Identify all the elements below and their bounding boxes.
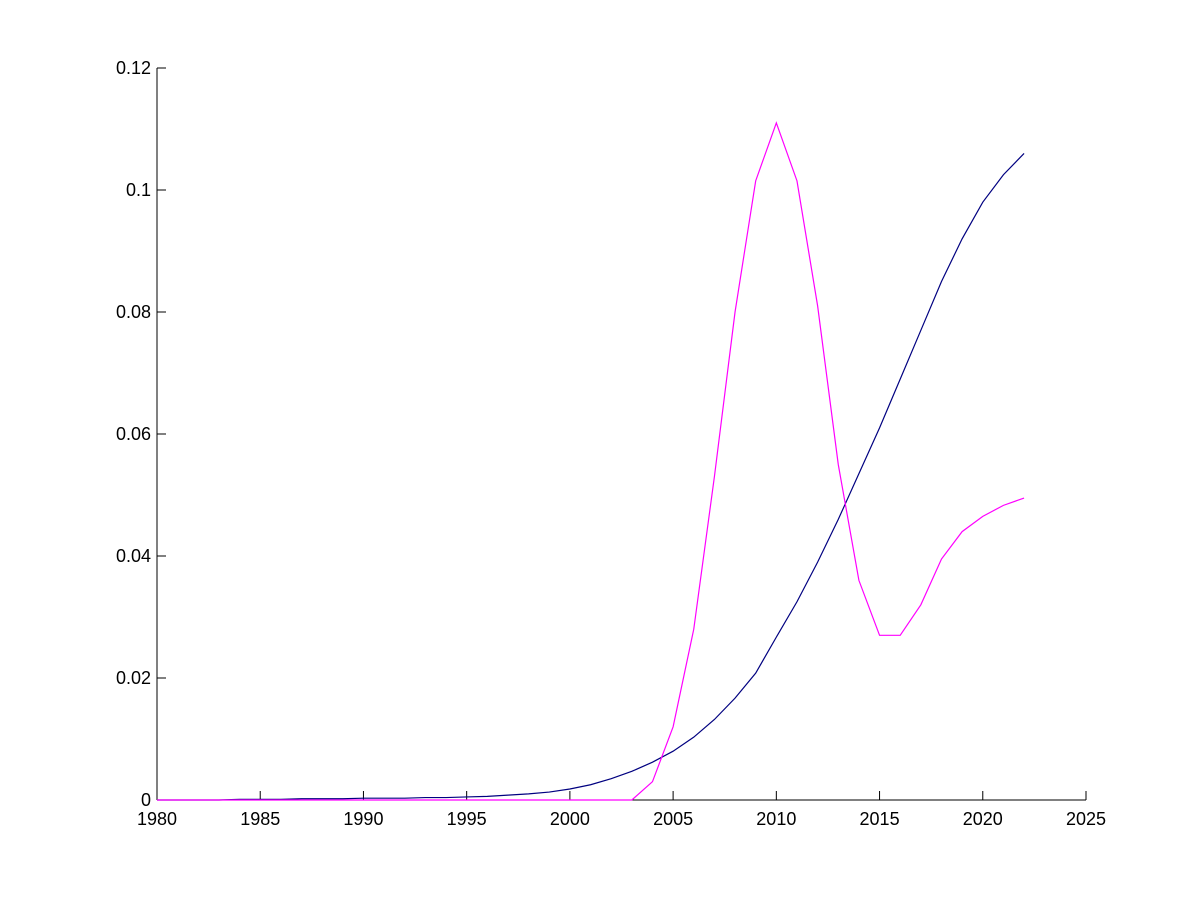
x-tick-label: 2025 <box>1066 809 1106 829</box>
y-tick-label: 0 <box>141 790 151 810</box>
x-tick-label: 2015 <box>860 809 900 829</box>
series-line <box>157 152 1025 801</box>
x-tick-label: 1995 <box>447 809 487 829</box>
y-tick-label: 0.04 <box>116 546 151 566</box>
x-tick-label: 2005 <box>653 809 693 829</box>
y-tick-label: 0.08 <box>116 302 151 322</box>
y-tick-label: 0.06 <box>116 424 151 444</box>
y-tick-label: 0.02 <box>116 668 151 688</box>
x-tick-label: 2000 <box>550 809 590 829</box>
x-tick-label: 2010 <box>756 809 796 829</box>
y-tick-label: 0.12 <box>116 58 151 78</box>
x-tick-label: 1980 <box>137 809 177 829</box>
x-tick-label: 1985 <box>240 809 280 829</box>
x-tick-label: 2020 <box>963 809 1003 829</box>
y-tick-label: 0.1 <box>126 180 151 200</box>
series-line <box>157 121 1025 801</box>
x-tick-label: 1990 <box>343 809 383 829</box>
